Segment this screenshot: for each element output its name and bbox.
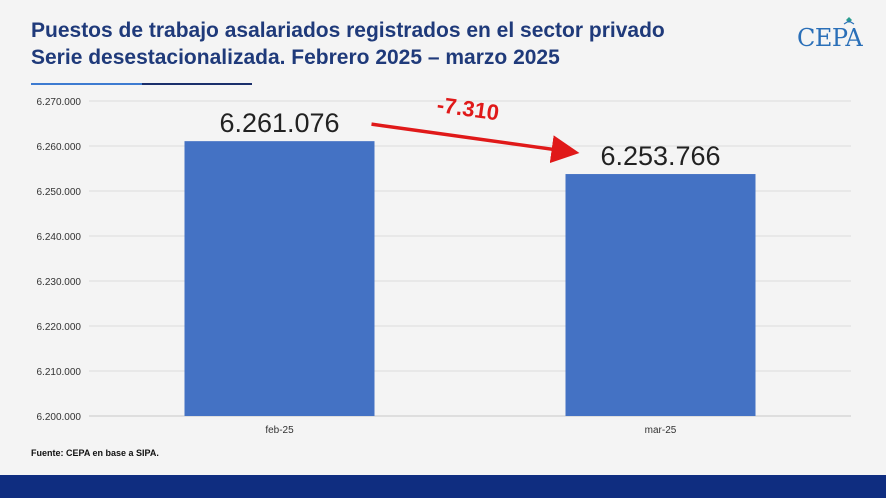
y-tick-label: 6.230.000 <box>37 277 82 288</box>
title-line-2: Serie desestacionalizada. Febrero 2025 –… <box>31 46 560 69</box>
title-underline-dark <box>142 83 252 85</box>
x-axis-ticks: feb-25 mar-25 <box>265 425 676 436</box>
cepa-logo: CEPA <box>797 16 867 56</box>
footer-bar <box>0 475 886 498</box>
title-line-1: Puestos de trabajo asalariados registrad… <box>31 19 665 42</box>
y-tick-label: 6.200.000 <box>37 412 82 423</box>
y-tick-label: 6.260.000 <box>37 142 82 153</box>
data-label: 6.253.766 <box>600 141 720 171</box>
x-tick-label: mar-25 <box>645 425 677 436</box>
change-arrow <box>371 122 580 164</box>
bar <box>184 141 375 416</box>
title-underline-accent <box>31 83 142 85</box>
bar <box>565 174 756 416</box>
logo-text: CEPA <box>797 24 863 52</box>
data-labels: 6.261.076 6.253.766 <box>219 108 720 171</box>
x-tick-label: feb-25 <box>265 425 294 436</box>
chart-title: Puestos de trabajo asalariados registrad… <box>31 17 791 71</box>
y-tick-label: 6.220.000 <box>37 322 82 333</box>
source-note: Fuente: CEPA en base a SIPA. <box>31 448 159 458</box>
y-axis-ticks: 6.200.000 6.210.000 6.220.000 6.230.000 6.24… <box>37 97 82 423</box>
change-label: -7.310 <box>435 92 500 125</box>
y-tick-label: 6.250.000 <box>37 187 82 198</box>
bar-chart: 6.200.000 6.210.000 6.220.000 6.230.000 6.24… <box>37 92 851 436</box>
data-label: 6.261.076 <box>219 108 339 138</box>
y-tick-label: 6.270.000 <box>37 97 82 108</box>
bars <box>184 141 756 416</box>
logo-ornament-icon <box>843 17 855 25</box>
y-tick-label: 6.240.000 <box>37 232 82 243</box>
y-tick-label: 6.210.000 <box>37 367 82 378</box>
